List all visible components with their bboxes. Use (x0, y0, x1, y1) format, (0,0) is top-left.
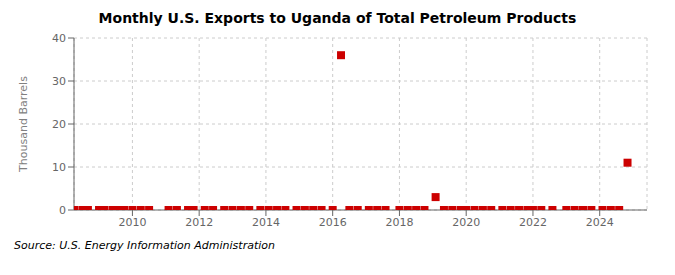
svg-text:2020: 2020 (452, 216, 480, 229)
svg-text:20: 20 (52, 118, 66, 131)
html-text:Monthly U.S. Exports to Uganda: Monthly U.S. Exports to Uganda of Total … (98, 10, 577, 26)
svg-text:2012: 2012 (185, 216, 213, 229)
svg-text:2016: 2016 (319, 216, 347, 229)
svg-text:10: 10 (52, 161, 66, 174)
svg-text:2024: 2024 (586, 216, 614, 229)
svg-text:2022: 2022 (519, 216, 547, 229)
html-text:Source: U.S. Energy Informatio: Source: U.S. Energy Information Administ… (14, 239, 275, 252)
svg-text:2014: 2014 (252, 216, 280, 229)
svg-text:40: 40 (52, 32, 66, 45)
svg-text:2010: 2010 (118, 216, 146, 229)
svg-text:30: 30 (52, 75, 66, 88)
svg-text:0: 0 (59, 204, 66, 217)
svg-text:2018: 2018 (385, 216, 413, 229)
svg-text:Thousand Barrels: Thousand Barrels (17, 76, 30, 173)
